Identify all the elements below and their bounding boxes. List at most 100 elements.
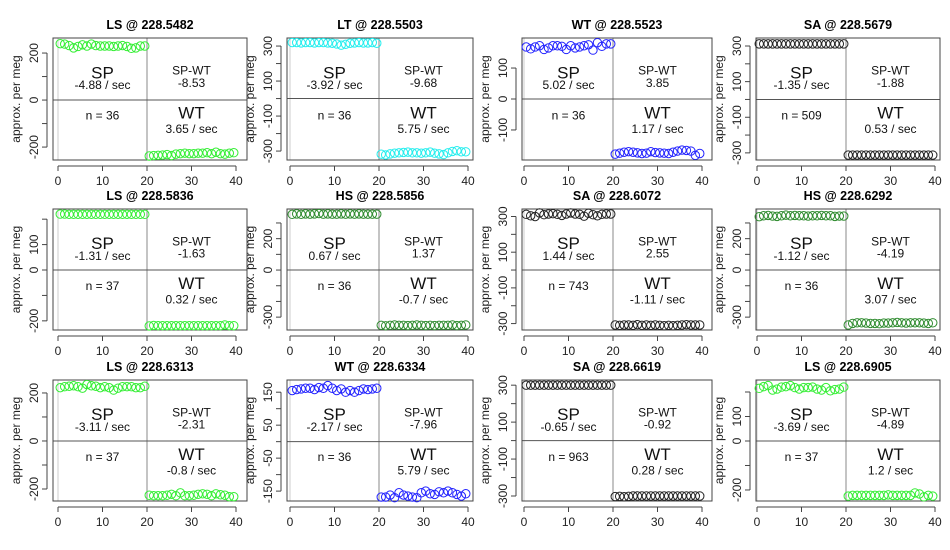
wt-point: [211, 489, 221, 499]
wt-point: [695, 148, 705, 159]
sp-point: [354, 209, 364, 219]
panel-5: LS @ 228.5836 0 10 20 30 40 -200 0 100 approx. pe…: [9, 189, 248, 358]
wt-point: [668, 147, 678, 157]
sp-wt-value: -2.31: [178, 417, 206, 431]
panel-title: LS @ 228.6313: [106, 360, 193, 374]
sp-point: [825, 39, 836, 49]
sp-wt-value: 3.85: [646, 76, 670, 90]
x-tick-label: 40: [695, 174, 709, 188]
x-tick-label: 0: [287, 344, 294, 358]
wt-point: [385, 149, 395, 159]
sp-point: [332, 209, 342, 219]
sp-wt-label: SP-WT: [871, 405, 910, 419]
sp-point: [349, 38, 360, 48]
panel-title: LS @ 228.5836: [106, 189, 193, 203]
sp-point: [140, 381, 150, 391]
sp-point: [785, 39, 796, 49]
wt-point: [883, 490, 893, 500]
wt-point: [380, 321, 391, 331]
x-tick-label: 20: [140, 174, 154, 188]
wt-point: [852, 150, 862, 160]
wt-point: [197, 489, 208, 499]
y-tick-label: -300: [496, 484, 510, 508]
wt-rate: 0.28 / sec: [631, 463, 683, 477]
wt-point: [434, 487, 444, 497]
wt-point: [184, 320, 194, 331]
sp-wt-value: 1.37: [412, 246, 436, 260]
y-tick-label: -150: [261, 479, 275, 503]
wt-label: WT: [644, 104, 670, 123]
wt-rate: 3.07 / sec: [864, 292, 916, 306]
sp-point: [521, 209, 531, 220]
wt-point: [429, 489, 440, 500]
sp-point: [332, 385, 342, 396]
wt-point: [690, 150, 701, 161]
wt-point: [614, 491, 625, 502]
wt-point: [892, 150, 902, 160]
sp-point: [82, 41, 92, 51]
panel-7: SA @ 228.6072 0 10 20 30 40 -300 -100 100 300 appr…: [478, 189, 713, 358]
panel-6: HS @ 228.5856 0 10 20 30 40 -300 0 200 approx. pe…: [243, 189, 475, 358]
sp-point: [588, 45, 598, 55]
wt-point: [892, 490, 902, 501]
sp-point: [318, 383, 329, 393]
sp-point: [100, 41, 110, 51]
wt-point: [162, 320, 172, 331]
wt-label: WT: [410, 274, 436, 293]
sp-point: [314, 37, 324, 48]
wt-point: [923, 490, 934, 501]
x-tick-label: 40: [229, 515, 243, 529]
sp-wt-label: SP-WT: [404, 64, 443, 78]
x-tick-label: 10: [328, 515, 342, 529]
y-tick-label: 100: [496, 242, 510, 262]
sp-point: [525, 211, 536, 221]
y-tick-label: 200: [27, 383, 41, 403]
wt-point: [220, 320, 230, 330]
panel-1: LS @ 228.5482 0 10 20 30 40 -200 0 200 approx. pe…: [9, 18, 248, 188]
x-tick-label: 0: [287, 174, 294, 188]
sp-wt-value: -8.53: [178, 76, 206, 90]
sp-rate: 1.44 / sec: [542, 249, 594, 263]
sp-point: [367, 209, 378, 219]
wt-point: [202, 148, 212, 158]
wt-point: [425, 489, 435, 499]
sp-point: [552, 209, 563, 220]
wt-point: [847, 150, 858, 160]
wt-point: [852, 490, 862, 501]
sp-point: [548, 208, 558, 219]
sp-point: [305, 383, 315, 393]
wt-point: [206, 491, 217, 501]
wt-point: [843, 491, 853, 501]
sp-rate: -4.88 / sec: [74, 78, 130, 92]
sp-point: [574, 42, 585, 52]
sp-label: SP: [557, 405, 580, 424]
panel-title: HS @ 228.6292: [804, 189, 893, 203]
sp-point: [781, 381, 791, 392]
sp-point: [291, 37, 302, 48]
sp-point: [372, 383, 382, 393]
sp-point: [309, 384, 320, 395]
panel-11: SA @ 228.6619 0 10 20 30 40 -300 -100 100 300 appr…: [478, 360, 713, 529]
sp-wt-label: SP-WT: [172, 64, 211, 78]
sp-point: [349, 387, 360, 397]
wt-point: [148, 320, 159, 331]
y-tick-label: 100: [27, 234, 41, 254]
wt-point: [632, 148, 643, 158]
y-axis-title: approx. per meg: [243, 397, 257, 484]
x-tick-label: 10: [96, 515, 110, 529]
sp-point: [534, 208, 545, 218]
sp-point: [122, 41, 132, 52]
wt-point: [865, 318, 876, 329]
panel-title: SA @ 228.6619: [573, 360, 661, 374]
sp-point: [579, 41, 589, 51]
wt-point: [376, 149, 386, 159]
sp-point: [601, 380, 612, 390]
wt-point: [623, 146, 634, 157]
sp-point: [296, 384, 306, 394]
sp-rate: -3.69 / sec: [773, 420, 829, 434]
y-axis-title: approx. per meg: [712, 397, 726, 484]
wt-point: [870, 318, 880, 329]
wt-point: [870, 490, 880, 501]
wt-point: [166, 150, 177, 161]
wt-point: [215, 148, 226, 159]
